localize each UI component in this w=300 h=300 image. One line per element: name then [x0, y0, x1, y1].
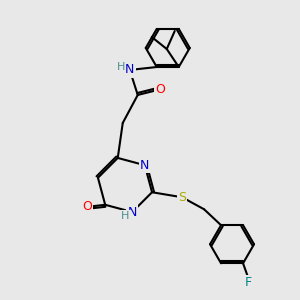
- Text: H: H: [121, 211, 129, 221]
- Text: H: H: [117, 62, 125, 72]
- Text: S: S: [178, 191, 186, 204]
- Text: O: O: [155, 83, 165, 97]
- Text: O: O: [82, 200, 92, 213]
- Text: N: N: [140, 159, 149, 172]
- Text: N: N: [128, 206, 137, 218]
- Text: F: F: [244, 276, 252, 289]
- Text: N: N: [125, 64, 134, 76]
